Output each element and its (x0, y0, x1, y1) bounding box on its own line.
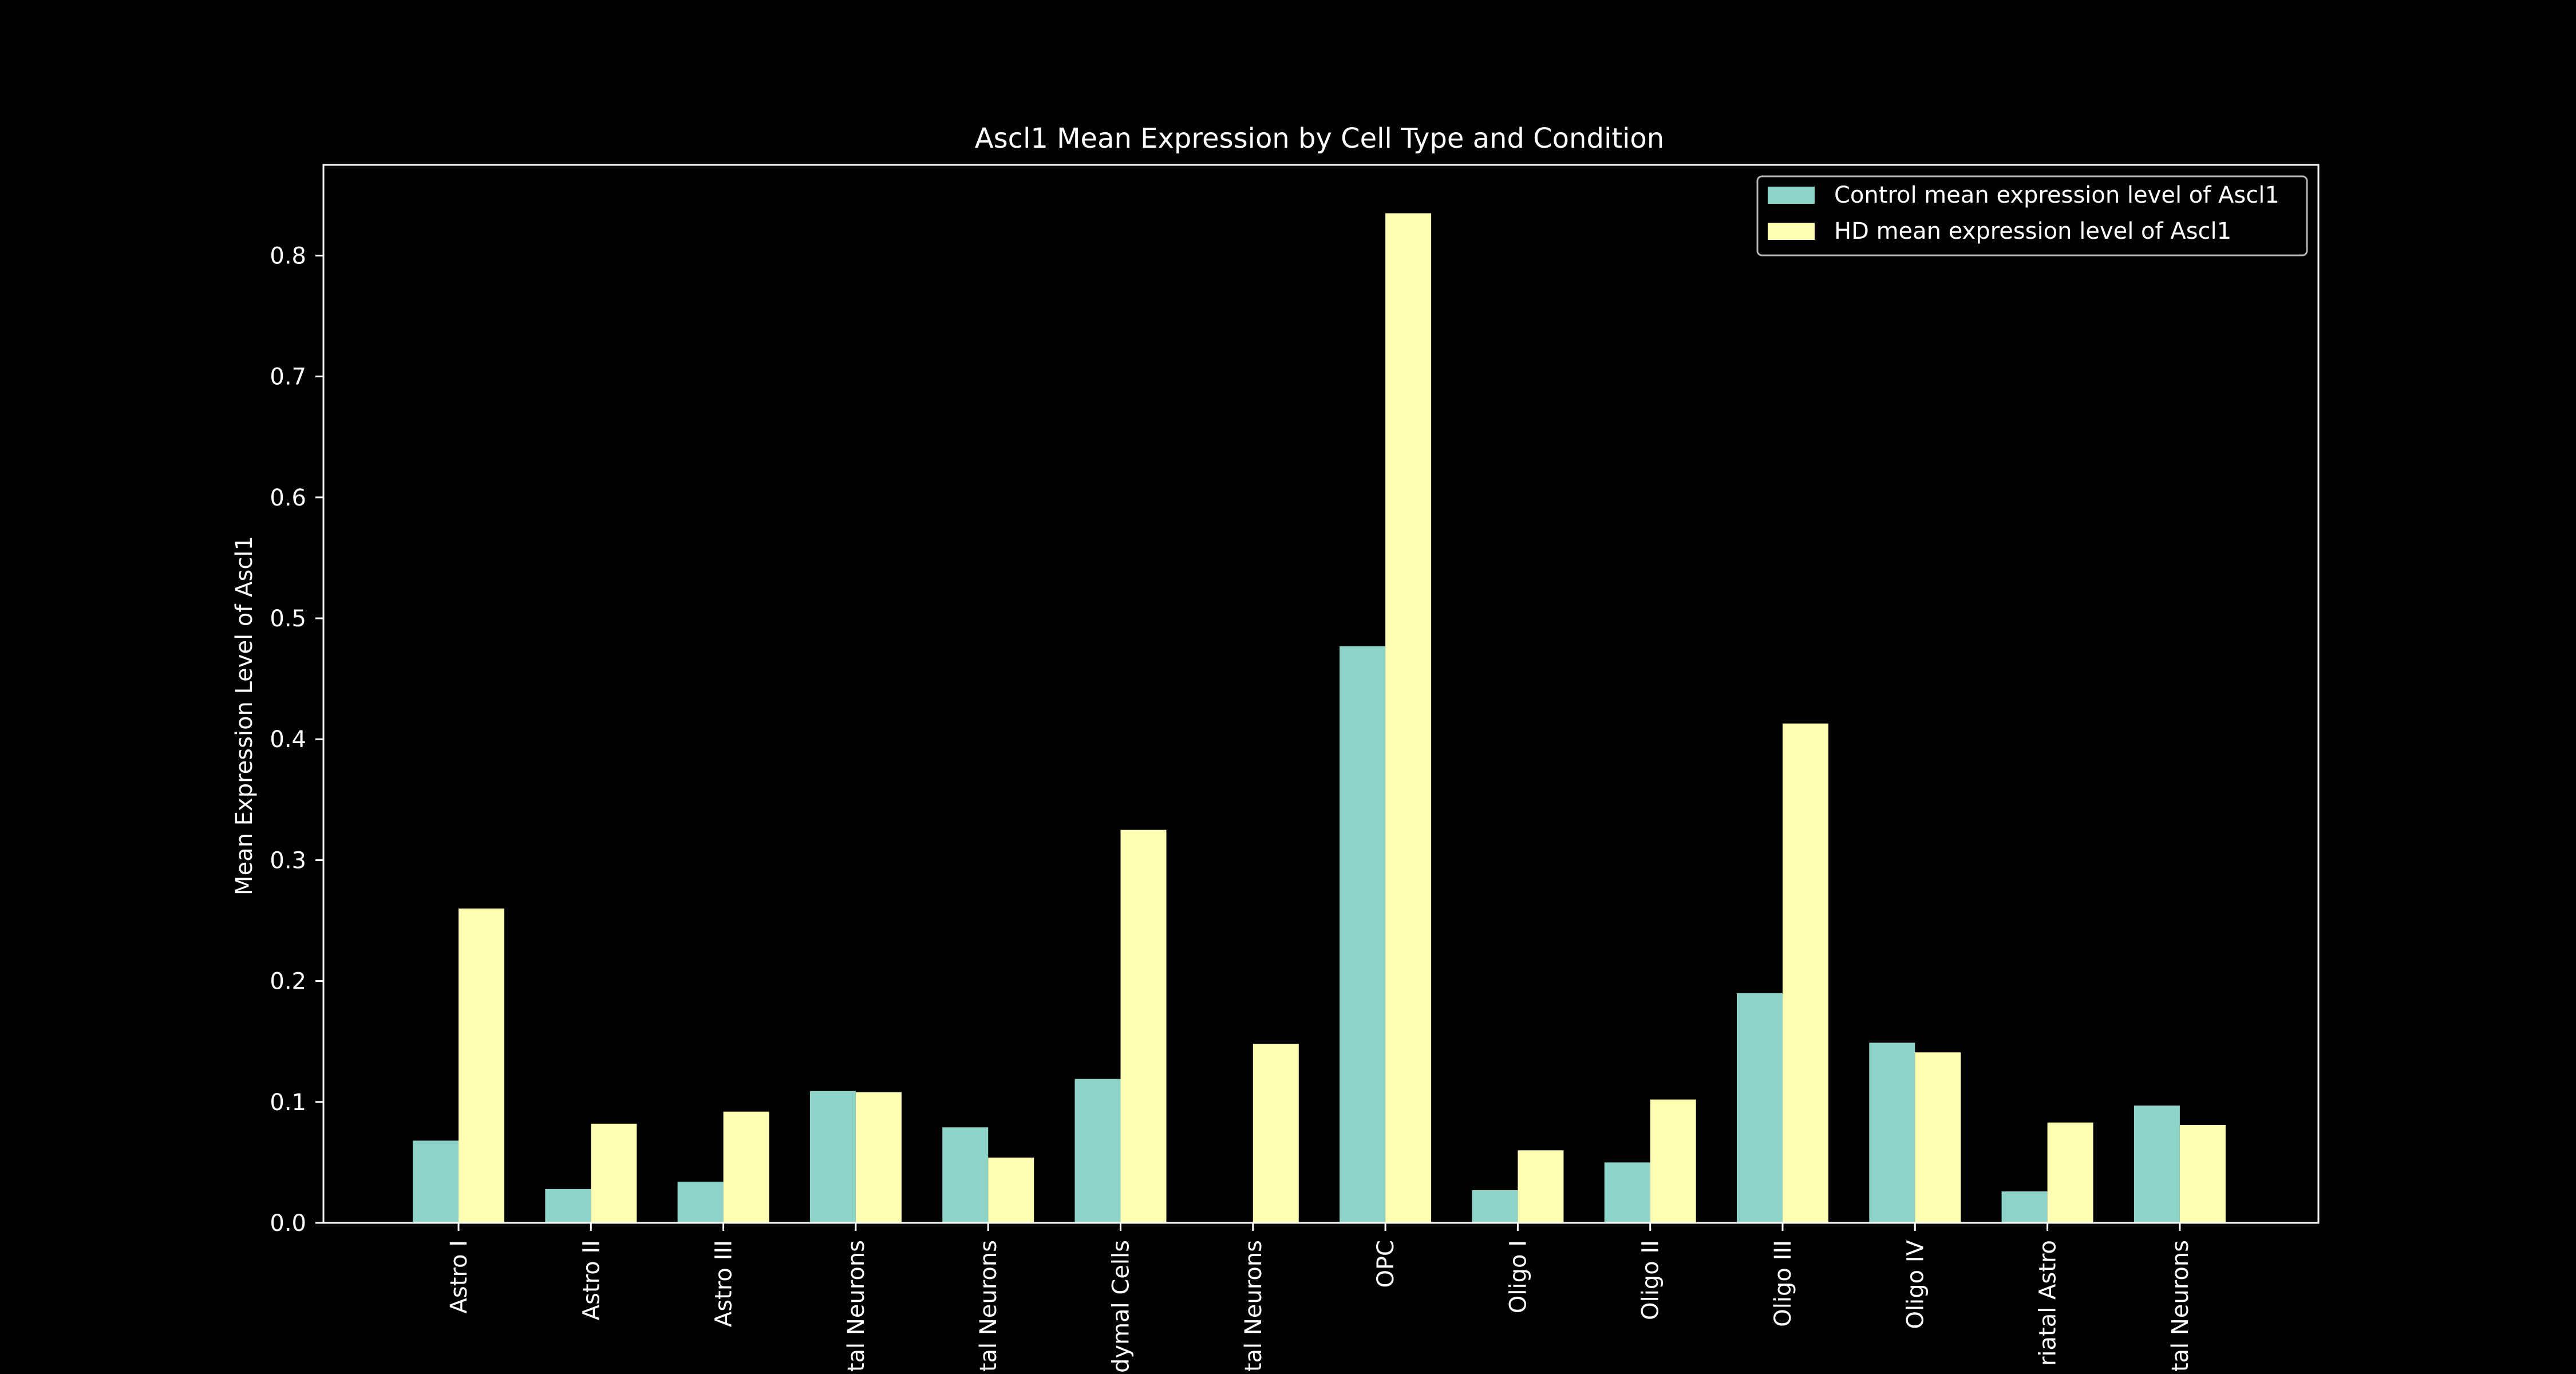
bar-control-2 (677, 1182, 724, 1223)
bar-hd-7 (1385, 213, 1432, 1223)
x-tick-label: Astro I (446, 1240, 472, 1313)
x-tick-label: tal Neurons (1240, 1240, 1267, 1372)
y-tick-label: 0.5 (270, 606, 306, 632)
legend-label: Control mean expression level of Ascl1 (1834, 182, 2279, 208)
x-axis-ticks: Astro I Astro II Astro III tal Neurons tal N… (446, 1223, 2194, 1373)
bar-control-4 (942, 1127, 989, 1223)
bar-hd-1 (591, 1123, 637, 1223)
y-tick-label: 0.0 (270, 1210, 306, 1237)
x-tick-label: tal Neurons (843, 1240, 870, 1372)
bar-hd-11 (1915, 1052, 1961, 1223)
y-tick-label: 0.1 (270, 1089, 306, 1116)
bar-hd-4 (988, 1157, 1034, 1223)
bar-control-3 (809, 1091, 856, 1223)
x-tick-label: dymal Cells (1108, 1240, 1135, 1373)
y-axis-ticks: 0.0 0.1 0.2 0.3 0.4 0.5 0.6 0.7 0.8 (270, 243, 323, 1237)
bar-control-13 (2134, 1105, 2180, 1223)
legend-swatch (1768, 223, 1815, 240)
y-tick-label: 0.4 (270, 727, 306, 753)
y-tick-label: 0.3 (270, 847, 306, 874)
bar-control-7 (1340, 646, 1386, 1223)
x-tick-label: Oligo IV (1902, 1239, 1929, 1329)
bar-hd-5 (1120, 830, 1167, 1223)
bar-hd-0 (459, 908, 504, 1223)
bars-group (413, 213, 2226, 1223)
legend-box (1756, 175, 2308, 256)
bar-control-5 (1074, 1079, 1121, 1223)
bar-hd-13 (2179, 1124, 2226, 1223)
x-tick-label: Astro II (578, 1240, 605, 1320)
legend-label: HD mean expression level of Ascl1 (1834, 218, 2231, 244)
y-tick-label: 0.6 (270, 485, 306, 511)
x-tick-label: Oligo II (1638, 1240, 1664, 1320)
bar-control-11 (1869, 1043, 1915, 1223)
bar-hd-3 (855, 1092, 902, 1223)
legend-swatch (1768, 187, 1815, 204)
bar-hd-6 (1253, 1044, 1299, 1223)
bar-control-12 (2001, 1191, 2048, 1223)
bar-control-9 (1604, 1162, 1650, 1223)
bar-hd-2 (723, 1111, 769, 1223)
x-tick-label: Astro III (711, 1240, 737, 1327)
bar-hd-10 (1783, 723, 1828, 1223)
chart-title: Ascl1 Mean Expression by Cell Type and C… (975, 123, 1664, 155)
x-tick-label: riatal Astro (2035, 1240, 2061, 1366)
bar-control-1 (545, 1189, 591, 1223)
bar-control-8 (1472, 1190, 1518, 1223)
bar-hd-9 (1650, 1099, 1696, 1223)
y-axis-label: Mean Expression Level of Ascl1 (231, 536, 258, 895)
bar-hd-12 (2047, 1122, 2093, 1223)
bar-control-0 (413, 1140, 459, 1223)
legend: Control mean expression level of Ascl1 HD… (1756, 175, 2308, 256)
plot-frame (322, 164, 2320, 1224)
x-tick-label: Oligo I (1505, 1240, 1531, 1313)
y-tick-label: 0.8 (270, 243, 306, 269)
y-tick-label: 0.7 (270, 364, 306, 390)
x-tick-label: OPC (1373, 1240, 1399, 1288)
x-tick-label: tal Neurons (975, 1240, 1002, 1372)
x-tick-label: Oligo III (1770, 1240, 1796, 1327)
y-tick-label: 0.2 (270, 969, 306, 995)
bar-control-10 (1737, 993, 1783, 1223)
x-tick-label: tal Neurons (2167, 1240, 2194, 1372)
bar-hd-8 (1518, 1150, 1564, 1223)
